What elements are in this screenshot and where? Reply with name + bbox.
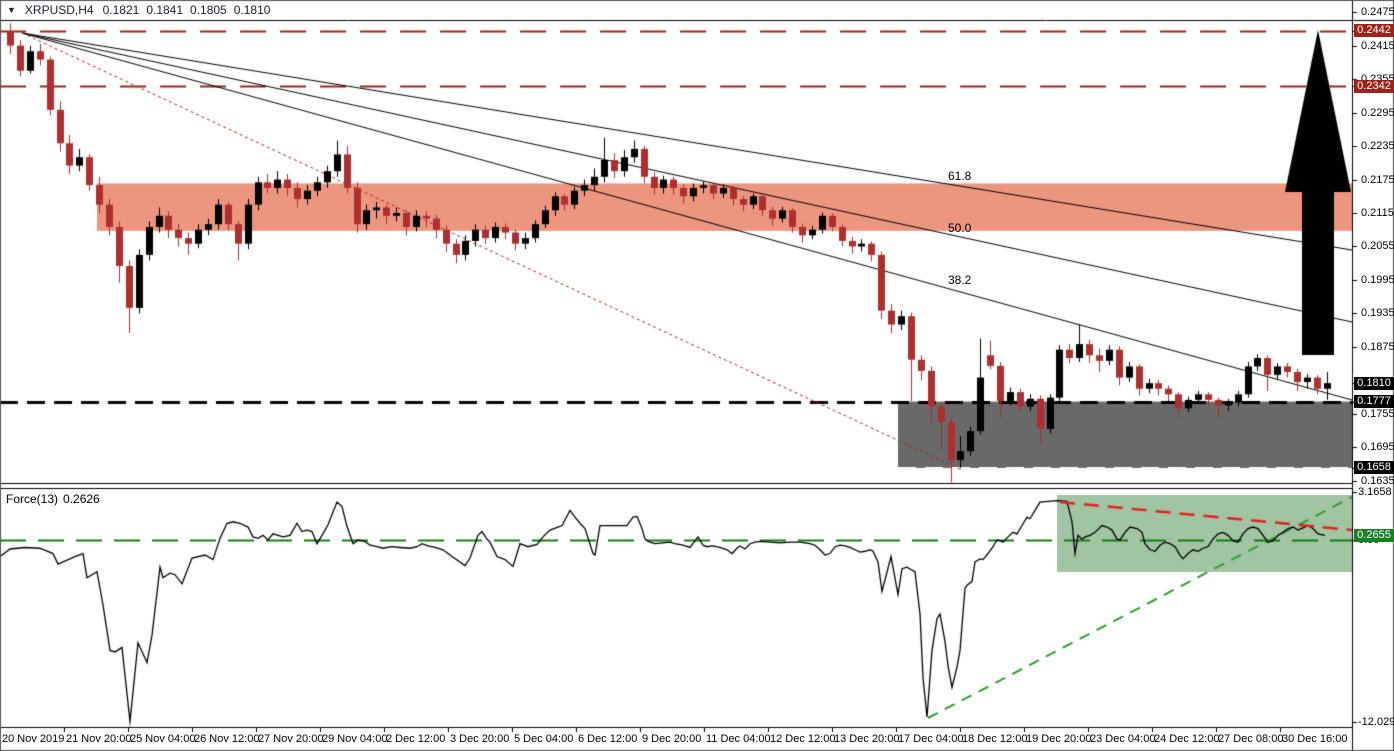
- time-axis-label: 3 Dec 20:00: [450, 733, 510, 745]
- indicator-label: Force(13) 0.2626: [6, 492, 100, 506]
- price-badge: 0.2342: [1354, 79, 1394, 93]
- price-axis-tick: 0.2295: [1361, 106, 1394, 119]
- time-axis-label: 27 Nov 20:00: [258, 733, 324, 745]
- time-axis-label: 27 Dec 08:00: [1218, 733, 1284, 745]
- high-value: 0.1841: [146, 3, 184, 17]
- time-axis-label: 20 Nov 2019: [2, 733, 65, 745]
- time-axis-label: 21 Nov 20:00: [66, 733, 132, 745]
- time-axis-label: 17 Dec 04:00: [898, 733, 964, 745]
- time-axis-label: 5 Dec 04:00: [514, 733, 574, 745]
- indicator-name: Force(13): [6, 492, 59, 506]
- time-axis-label: 11 Dec 04:00: [706, 733, 771, 745]
- price-axis-tick: 0.1995: [1361, 273, 1394, 286]
- price-axis-tick: 0.2475: [1361, 6, 1394, 19]
- price-axis-tick: 0.2235: [1361, 140, 1394, 153]
- time-axis-label: 29 Nov 04:00: [322, 733, 388, 745]
- fib-fan-label: 50.0: [948, 221, 972, 235]
- force-value-badge: 0.2655: [1354, 529, 1394, 543]
- time-axis-label: 13 Dec 20:00: [834, 733, 900, 745]
- low-value: 0.1805: [190, 3, 227, 17]
- open-value: 0.1821: [102, 3, 140, 17]
- fib-fan-label: 38.2: [948, 273, 972, 287]
- time-axis-label: 26 Nov 12:00: [194, 733, 260, 745]
- time-axis-label: 30 Dec 16:00: [1282, 733, 1348, 745]
- collapse-subwindow-icon[interactable]: ▼: [7, 5, 16, 15]
- price-axis-tick: 0.2175: [1361, 173, 1394, 186]
- time-axis-label: 23 Dec 04:00: [1090, 733, 1156, 745]
- price-badge: 0.1810: [1354, 376, 1394, 390]
- time-axis-label: 19 Dec 20:00: [1026, 733, 1092, 745]
- time-axis-label: 18 Dec 12:00: [962, 733, 1028, 745]
- price-axis-tick: 0.1635: [1361, 474, 1394, 487]
- time-axis-label: 9 Dec 20:00: [642, 733, 702, 745]
- ohlc-readout: 0.1821 0.1841 0.1805 0.1810: [103, 3, 271, 17]
- force-axis-tick: 3.1658: [1358, 486, 1392, 498]
- price-axis-tick: 0.1755: [1361, 407, 1394, 420]
- chart-title: ▼ XRPUSD,H4 0.1821 0.1841 0.1805 0.1810: [7, 3, 270, 17]
- price-axis-tick: 0.2055: [1361, 240, 1394, 253]
- time-axis-label: 24 Dec 12:00: [1154, 733, 1220, 745]
- price-badge: 0.1658: [1354, 461, 1394, 475]
- price-axis-tick: 0.1695: [1361, 441, 1394, 454]
- time-axis-label: 12 Dec 12:00: [770, 733, 836, 745]
- price-axis-tick: 0.2415: [1361, 39, 1394, 52]
- price-axis-tick: 0.2115: [1361, 207, 1394, 220]
- price-badge: 0.1777: [1354, 395, 1394, 409]
- fib-fan-label: 61.8: [948, 169, 972, 183]
- force-axis-tick: -12.0296: [1358, 715, 1394, 728]
- price-axis-tick: 0.1935: [1361, 307, 1394, 320]
- time-axis-label: 25 Nov 04:00: [130, 733, 196, 745]
- indicator-value: 0.2626: [63, 492, 100, 506]
- symbol-timeframe-label: XRPUSD,H4: [24, 3, 94, 17]
- time-axis-label: 2 Dec 12:00: [386, 733, 446, 745]
- price-badge: 0.2442: [1354, 24, 1394, 38]
- close-value: 0.1810: [233, 3, 271, 17]
- time-axis-label: 6 Dec 12:00: [578, 733, 638, 745]
- price-axis-tick: 0.1875: [1361, 340, 1394, 353]
